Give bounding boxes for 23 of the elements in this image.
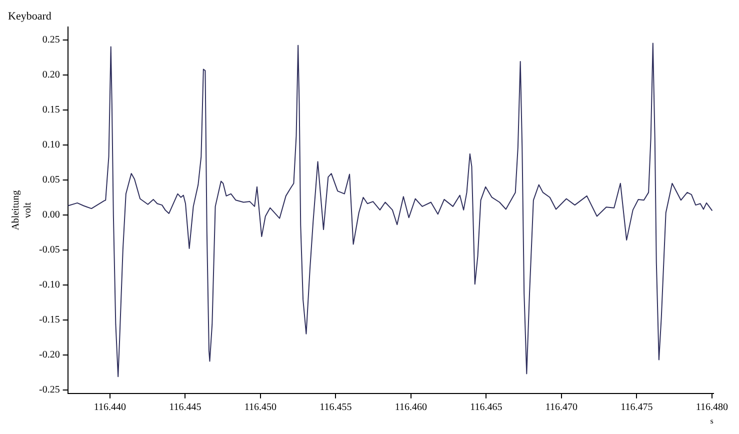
chart-title: Keyboard: [8, 10, 52, 22]
x-tick-label: 116.445: [169, 402, 202, 414]
x-tick-label: 116.460: [394, 402, 428, 414]
y-tick-label: -0.20: [38, 350, 60, 361]
x-tick-label: 116.450: [244, 402, 277, 414]
y-tick-label: 0.00: [42, 209, 60, 220]
y-axis-title: Ableitung volt: [10, 190, 34, 230]
y-tick-label: 0.05: [42, 174, 60, 186]
y-tick-label: 0.15: [42, 104, 60, 116]
y-tick-label: -0.10: [38, 279, 60, 290]
x-tick-label: 116.480: [696, 402, 728, 414]
x-tick-label: 116.470: [545, 402, 578, 414]
x-tick-label: 116.475: [620, 402, 653, 414]
x-tick-label: 116.455: [320, 402, 352, 414]
y-tick-label: 0.25: [42, 34, 60, 46]
y-tick-label: 0.20: [42, 69, 60, 80]
x-tick-label: 116.440: [94, 402, 126, 414]
y-tick-label: 0.10: [42, 139, 60, 150]
x-axis-title: s: [710, 416, 714, 426]
x-tick-label: 116.465: [470, 402, 502, 414]
y-tick-label: -0.15: [38, 314, 60, 326]
y-tick-label: -0.05: [38, 244, 60, 256]
y-tick-label: -0.25: [38, 384, 60, 396]
